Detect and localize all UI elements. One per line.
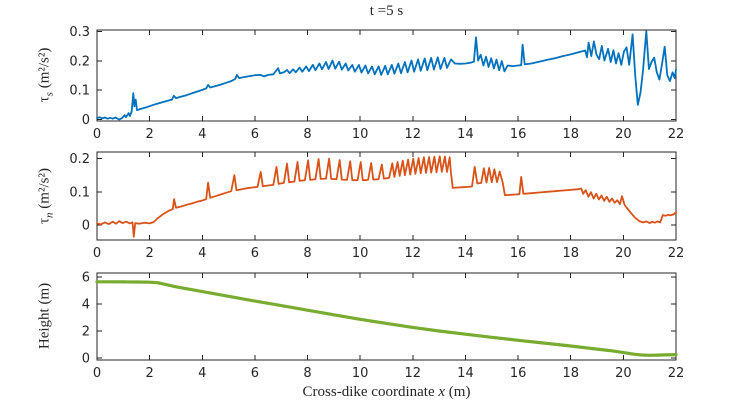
ylabel-base: τ (36, 217, 53, 224)
x-tick-label: 22 (668, 246, 685, 261)
x-tick-label: 18 (562, 246, 579, 261)
y-tick-label: 0.2 (69, 152, 90, 167)
ylabel-subscript: n (43, 212, 56, 218)
ylabel-unit: (m²/s²) (36, 47, 53, 93)
x-tick-label: 12 (405, 246, 422, 261)
y-tick-label: 0.1 (69, 185, 90, 200)
x-tick-label: 0 (93, 246, 101, 261)
x-tick-label: 22 (668, 366, 685, 381)
xlabel-unit: (m) (445, 384, 471, 400)
ylabel-tau-n: τn (m²/s²) (37, 168, 56, 224)
x-tick-label: 16 (510, 366, 527, 381)
y-tick-label: 0.2 (69, 54, 90, 69)
x-tick-label: 16 (510, 127, 527, 142)
x-tick-label: 8 (303, 246, 311, 261)
xlabel: Cross-dike coordinate x (m) (97, 384, 676, 401)
x-tick-label: 2 (145, 246, 153, 261)
x-tick-label: 16 (510, 246, 527, 261)
ylabel-height: Height (m) (37, 283, 56, 349)
y-tick-label: 0 (82, 113, 90, 128)
height-line (95, 280, 678, 357)
ylabel-unit: (m) (36, 282, 53, 309)
x-tick-label: 18 (562, 127, 579, 142)
x-tick-label: 6 (251, 246, 259, 261)
ylabel-subscript: s (43, 92, 56, 97)
y-tick-label: 0 (82, 351, 90, 366)
subplot-tau-s: 0 2 4 6 8 10 12 14 16 18 20 22 0 0.1 0.2 0.3 (69, 25, 684, 142)
x-tick-label: 4 (198, 246, 206, 261)
plot-frame (96, 29, 677, 122)
x-tick-label: 4 (198, 366, 206, 381)
x-tick-label: 10 (352, 366, 369, 381)
x-tick-label: 4 (198, 127, 206, 142)
ylabel-unit: (m²/s²) (36, 168, 53, 213)
x-tick-label: 20 (615, 127, 632, 142)
y-tick-label: 6 (82, 271, 90, 286)
x-tick-label: 2 (145, 366, 153, 381)
x-tick-label: 12 (405, 127, 422, 142)
x-tick-label: 8 (303, 127, 311, 142)
x-tick-label: 6 (251, 366, 259, 381)
x-tick-label: 14 (457, 366, 474, 381)
x-tick-label: 12 (405, 366, 422, 381)
x-tick-label: 0 (93, 127, 101, 142)
x-tick-label: 2 (145, 127, 153, 142)
ylabel-tau-s: τs (m²/s²) (37, 48, 56, 103)
y-tick-label: 0.1 (69, 84, 90, 99)
ylabel-base: Height (36, 308, 53, 350)
ylabel-base: τ (36, 96, 53, 103)
x-tick-label: 8 (303, 366, 311, 381)
xlabel-variable: x (438, 384, 446, 400)
tau-n-line (96, 155, 677, 238)
y-tick-label: 0.3 (69, 25, 90, 40)
x-tick-label: 10 (352, 127, 369, 142)
subplot-height: 0 2 4 6 8 10 12 14 16 18 20 22 0 2 4 6 (82, 271, 685, 381)
plot-frame (96, 151, 677, 241)
x-tick-label: 18 (562, 366, 579, 381)
x-tick-label: 20 (615, 366, 632, 381)
x-tick-label: 20 (615, 246, 632, 261)
x-tick-label: 0 (93, 366, 101, 381)
x-tick-label: 22 (668, 127, 685, 142)
x-tick-label: 10 (352, 246, 369, 261)
x-tick-label: 6 (251, 127, 259, 142)
x-tick-label: 14 (457, 246, 474, 261)
plot-frame (96, 272, 677, 361)
xlabel-text: Cross-dike coordinate (302, 384, 439, 400)
y-tick-label: 2 (82, 325, 90, 340)
plot-title: t =5 s (369, 3, 404, 19)
x-tick-label: 14 (457, 127, 474, 142)
y-tick-label: 0 (82, 219, 90, 234)
subplot-tau-n: 0 2 4 6 8 10 12 14 16 18 20 22 0 0.1 0.2 (69, 151, 685, 261)
tau-s-line (96, 30, 677, 121)
y-tick-label: 4 (82, 298, 90, 313)
